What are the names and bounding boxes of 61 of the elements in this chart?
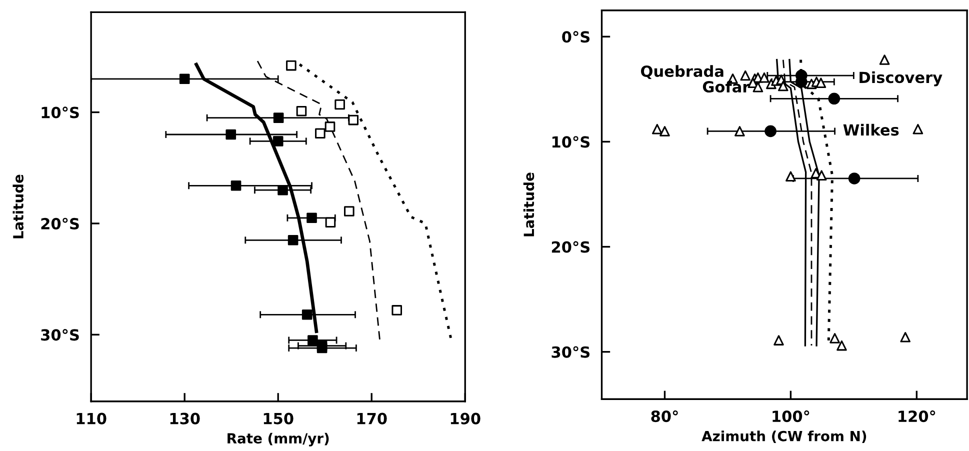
point: [879, 54, 890, 65]
x-tick-label: 190: [450, 412, 480, 424]
annotation: Quebrada: [641, 65, 724, 80]
point: [830, 333, 840, 344]
y-tick-label: 20°S: [552, 241, 590, 253]
x-axis-title: Rate (mm/yr): [228, 432, 329, 446]
point: [286, 60, 296, 71]
point: [324, 122, 336, 132]
y-tick-label: 10°S: [42, 106, 79, 118]
point: [316, 342, 328, 354]
x-tick-label: 100°: [772, 410, 810, 422]
y-tick-label: 0°S: [562, 31, 590, 43]
point: [272, 136, 284, 146]
annotation: Discovery: [860, 71, 942, 86]
point: [734, 126, 745, 136]
annotation: Gofar: [702, 80, 750, 93]
point: [288, 234, 298, 246]
point: [296, 106, 307, 116]
y-axis-title: Latitude: [12, 174, 24, 238]
point: [900, 332, 910, 342]
point: [308, 335, 318, 346]
point: [273, 112, 284, 123]
x-axis-title: Azimuth (CW from N): [702, 430, 866, 443]
point: [348, 114, 359, 126]
point: [230, 180, 242, 191]
x-tick-label: 150: [264, 412, 294, 424]
x-tick-label: 80°: [651, 410, 678, 422]
point: [836, 340, 847, 351]
point: [912, 124, 924, 134]
x-tick-label: 120°: [898, 410, 936, 422]
point: [786, 171, 796, 182]
point: [315, 128, 326, 139]
annotation: Wilkes: [843, 124, 899, 136]
point: [828, 92, 840, 105]
point: [325, 217, 336, 228]
point: [816, 78, 826, 88]
x-tick-label: 110: [76, 412, 106, 424]
point: [759, 72, 770, 83]
point: [660, 126, 670, 136]
point: [652, 124, 662, 134]
point: [334, 99, 345, 110]
x-tick-label: 130: [170, 412, 200, 424]
y-tick-label: 10°S: [552, 136, 590, 148]
point: [778, 80, 788, 92]
point: [278, 184, 288, 196]
y-axis-title: Latitude: [523, 172, 534, 236]
point: [740, 70, 751, 81]
point: [764, 125, 776, 138]
y-tick-label: 20°S: [41, 218, 79, 230]
point: [816, 170, 827, 180]
point: [179, 74, 190, 84]
point: [306, 212, 317, 224]
point: [344, 206, 354, 216]
x-tick-label: 170: [357, 412, 387, 424]
y-tick-label: 30°S: [41, 329, 79, 341]
point: [226, 129, 236, 140]
point: [302, 309, 312, 320]
point: [848, 172, 860, 184]
y-tick-label: 30°S: [552, 346, 590, 358]
point: [774, 335, 784, 346]
point: [392, 305, 402, 316]
